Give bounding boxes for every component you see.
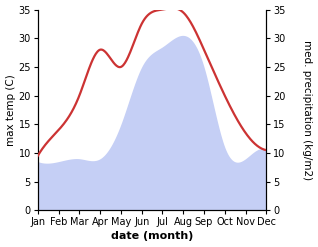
X-axis label: date (month): date (month) [111, 231, 193, 242]
Y-axis label: med. precipitation (kg/m2): med. precipitation (kg/m2) [302, 40, 313, 180]
Y-axis label: max temp (C): max temp (C) [5, 74, 16, 146]
